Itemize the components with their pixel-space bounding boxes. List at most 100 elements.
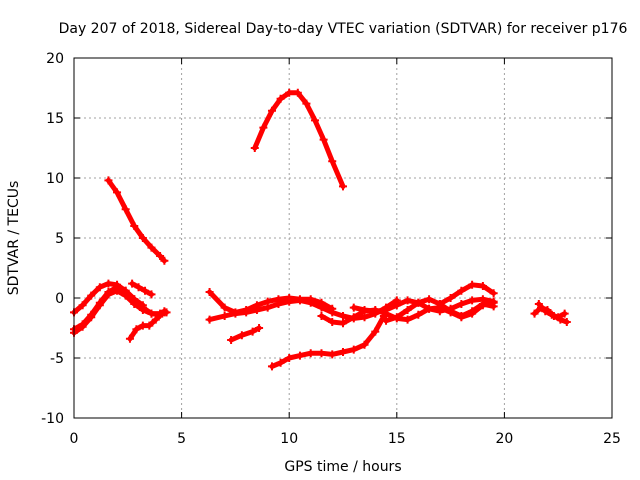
data-point-track-c	[121, 291, 130, 300]
data-point-track-i	[252, 306, 261, 314]
y-tick-label: 20	[46, 51, 64, 67]
data-point-track-f	[141, 286, 150, 295]
data-point-track-j	[255, 324, 264, 332]
data-point-track-i	[306, 298, 315, 307]
data-point-track-k	[267, 362, 276, 371]
data-point-track-d	[160, 256, 169, 265]
data-point-track-d	[138, 234, 147, 242]
data-point-track-f	[147, 290, 156, 299]
data-point-track-c	[104, 290, 113, 299]
data-point-track-c	[147, 309, 156, 318]
data-point-track-m	[392, 301, 401, 310]
data-point-track-e	[132, 325, 141, 334]
data-point-track-n	[468, 307, 477, 316]
data-point-track-n	[382, 316, 391, 325]
data-point-track-i	[274, 300, 283, 308]
data-point-track-c	[138, 306, 147, 314]
data-point-track-i	[317, 303, 326, 312]
data-point-track-n	[446, 307, 455, 316]
y-tick-label: 15	[46, 111, 64, 127]
data-point-track-i	[220, 312, 229, 320]
data-point-track-e	[151, 315, 160, 324]
data-point-track-q	[547, 310, 556, 319]
chart-title: Day 207 of 2018, Sidereal Day-to-day VTE…	[59, 21, 628, 37]
data-point-track-i	[231, 309, 240, 318]
x-tick-label: 25	[603, 431, 621, 447]
data-point-track-k	[317, 349, 326, 358]
y-tick-label: 0	[55, 291, 64, 307]
data-point-track-i	[263, 303, 272, 312]
data-point-track-m	[425, 304, 434, 313]
data-series-group	[70, 88, 571, 371]
data-point-track-i	[295, 296, 304, 305]
series-track-g	[252, 90, 346, 189]
data-point-track-m	[349, 303, 358, 312]
x-axis-label: GPS time / hours	[284, 459, 401, 475]
data-point-track-g	[328, 157, 337, 166]
y-tick-label: 10	[46, 171, 64, 187]
series-track-f	[129, 281, 154, 297]
y-axis-label: SDTVAR / TECUs	[6, 181, 22, 296]
data-point-track-g	[293, 88, 302, 97]
data-point-track-k	[306, 349, 315, 358]
data-point-track-i	[242, 308, 251, 317]
data-point-track-o	[468, 280, 477, 289]
data-point-track-d	[147, 243, 156, 252]
data-point-track-o	[435, 300, 444, 308]
data-point-track-l	[349, 313, 358, 322]
data-point-track-g	[319, 135, 328, 144]
data-point-track-n	[489, 302, 498, 311]
data-point-track-m	[371, 307, 380, 316]
data-point-track-a	[87, 291, 96, 300]
data-point-track-e	[162, 308, 171, 317]
data-point-track-g	[302, 99, 311, 108]
data-point-track-d	[104, 176, 113, 185]
series-track-j	[228, 325, 262, 343]
data-point-track-a	[95, 283, 104, 292]
data-point-track-e	[125, 334, 134, 343]
data-point-track-k	[295, 351, 304, 360]
data-point-track-l	[339, 319, 347, 328]
data-point-track-k	[349, 345, 358, 354]
data-point-track-c	[87, 313, 96, 322]
data-point-track-i	[339, 312, 347, 320]
data-point-track-e	[145, 321, 154, 330]
data-point-track-l	[328, 318, 337, 326]
data-point-track-k	[371, 327, 380, 336]
data-point-track-g	[311, 116, 320, 125]
data-point-track-p	[530, 309, 539, 318]
data-point-track-n	[403, 306, 412, 314]
data-point-track-h	[205, 288, 214, 296]
data-point-track-c	[113, 286, 122, 295]
data-point-track-o	[478, 282, 487, 290]
data-point-track-k	[285, 354, 294, 362]
x-tick-label: 20	[495, 431, 513, 447]
y-tick-label: 5	[55, 231, 64, 247]
data-point-track-d	[113, 188, 122, 197]
data-point-track-p	[562, 318, 571, 326]
data-point-track-n	[414, 298, 423, 307]
data-point-track-n	[425, 295, 434, 304]
data-point-track-l	[414, 310, 423, 319]
x-tick-label: 15	[388, 431, 406, 447]
data-point-track-n	[478, 300, 487, 308]
data-point-track-d	[121, 205, 130, 214]
data-point-track-k	[328, 350, 337, 359]
data-point-track-a	[78, 301, 87, 310]
axis-ticks: 0 5 10 15 20 25 -10 -5 0 5 10 15 20	[41, 51, 621, 447]
data-point-track-c	[95, 301, 104, 310]
data-point-track-g	[276, 94, 285, 103]
data-point-track-i	[328, 308, 337, 317]
data-point-track-j	[237, 331, 246, 340]
data-point-track-k	[360, 340, 369, 349]
data-point-track-g	[339, 182, 347, 191]
y-tick-label: -10	[41, 411, 64, 427]
data-point-track-l	[317, 312, 326, 320]
data-point-track-f	[134, 283, 143, 292]
data-point-track-g	[267, 106, 276, 115]
data-point-track-g	[259, 123, 268, 132]
x-tick-label: 10	[280, 431, 298, 447]
data-point-track-i	[205, 315, 214, 324]
y-tick-label: -5	[50, 351, 64, 367]
